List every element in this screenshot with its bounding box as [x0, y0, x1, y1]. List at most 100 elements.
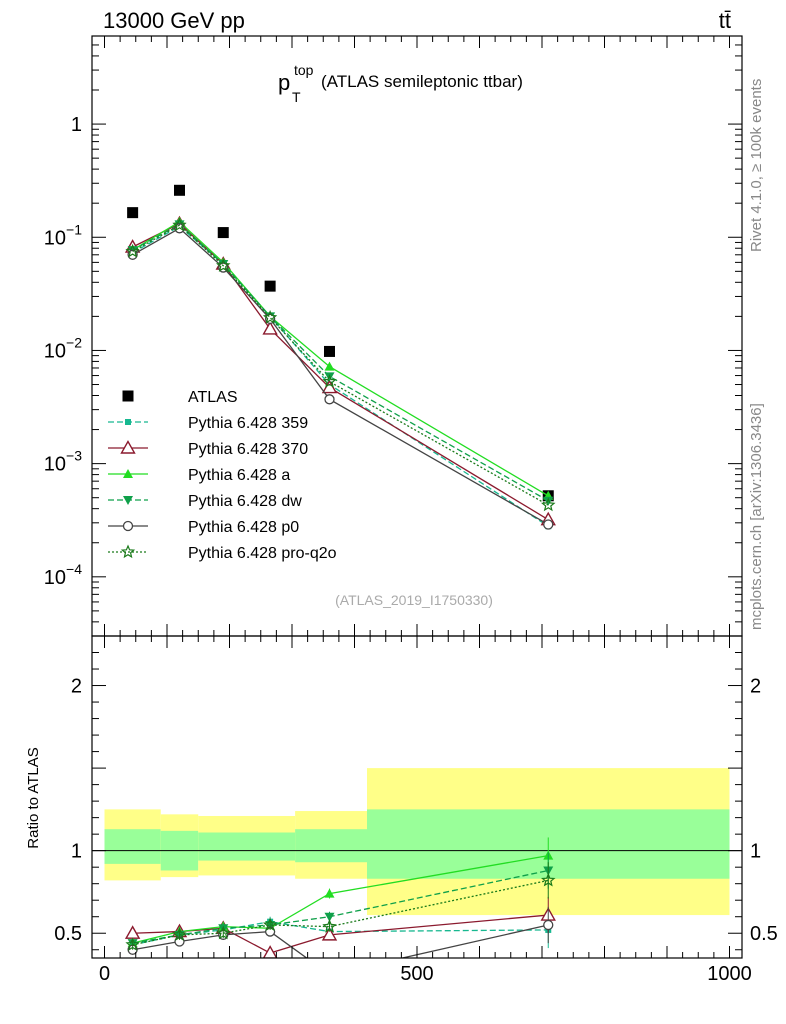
legend-label: Pythia 6.428 dw: [188, 493, 302, 510]
legend-entry-3: Pythia 6.428 a: [108, 467, 290, 484]
main-series-line: [132, 222, 549, 521]
legend-entry-1: Pythia 6.428 359: [108, 415, 308, 432]
main-y-tick-label: 10−1: [44, 221, 82, 249]
ratio-series-line: [132, 921, 549, 946]
ratio-x-tick-label: 500: [400, 963, 433, 985]
legend-label: Pythia 6.428 370: [188, 441, 308, 458]
ratio-series-line: [132, 869, 549, 944]
main-data-point: [217, 227, 229, 239]
main-data-point: [324, 394, 335, 405]
legend-label: Pythia 6.428 a: [188, 467, 290, 484]
legend-marker: [120, 544, 136, 559]
tick-exponent: −1: [66, 221, 82, 237]
legend-label: Pythia 6.428 pro-q2o: [188, 545, 337, 562]
ratio-data-point: [321, 926, 338, 941]
ratio-x-tick-label: 1000: [707, 963, 752, 985]
legend-marker: [123, 469, 133, 478]
legend: ATLAS Pythia 6.428 359 Pythia 6.428 370 Pyt…: [108, 389, 337, 562]
main-axes: 110−110−210−310−4: [44, 35, 742, 637]
main-data-point: [543, 519, 554, 530]
main-y-tick-label: 10−4: [44, 561, 82, 589]
ratio-data-point: [322, 919, 337, 933]
main-y-tick-label: 1: [71, 114, 82, 136]
ratio-data-point: [325, 970, 334, 979]
stat-uncertainty-band-3: [295, 829, 367, 863]
stat-uncertainty-band-2: [198, 832, 296, 861]
tick-exponent: −2: [66, 334, 82, 350]
ratio-data-point: [172, 927, 187, 941]
legend-entry-4: Pythia 6.428 dw: [108, 493, 302, 510]
legend-marker: [122, 520, 134, 532]
ratio-y-tick-label-left: 1: [71, 841, 82, 863]
legend-entry-0: ATLAS: [122, 389, 238, 406]
ratio-y-axis-label: Ratio to ATLAS: [25, 747, 42, 848]
main-data-point: [322, 374, 337, 388]
ratio-series-5: [125, 862, 556, 951]
tick-base: 10: [44, 340, 66, 362]
legend-label: ATLAS: [188, 389, 238, 406]
ratio-x-tick-label: 0: [99, 963, 110, 985]
ratio-axes: 0.5 0.5 1 1 2 2 0 500 1000: [54, 636, 778, 985]
legend-marker: [120, 440, 136, 454]
tick-base: 10: [44, 454, 66, 476]
main-data-point: [262, 310, 278, 324]
main-y-tick-label: 10−3: [44, 448, 82, 476]
tick-base: 10: [44, 227, 66, 249]
ratio-data-point: [125, 937, 140, 951]
tick-exponent: −3: [66, 448, 82, 464]
tick-exponent: −4: [66, 561, 82, 577]
analysis-watermark: (ATLAS_2019_I1750330): [335, 592, 493, 608]
main-series-line: [132, 223, 549, 502]
main-data-point: [541, 497, 556, 512]
ratio-y-tick-label-left: 0.5: [54, 923, 82, 945]
legend-entry-6: Pythia 6.428 pro-q2o: [108, 544, 337, 562]
ratio-data-point: [543, 919, 554, 931]
ratio-series-line: [132, 854, 549, 944]
main-data-point: [324, 345, 335, 357]
ratio-data-point: [262, 945, 278, 958]
legend-marker: [123, 496, 133, 505]
tick-base: 10: [44, 567, 66, 589]
legend-label: Pythia 6.428 p0: [188, 519, 299, 536]
process-label: tt̄: [719, 8, 731, 33]
ratio-y-tick-label-right: 2: [750, 676, 761, 698]
main-data-point: [262, 320, 278, 335]
main-series-group: [124, 184, 556, 530]
main-data-point: [264, 280, 276, 292]
ratio-data-point: [540, 872, 556, 887]
ratio-y-tick-label-right: 0.5: [750, 923, 778, 945]
main-series-6: [125, 217, 556, 512]
ratio-series-line: [132, 914, 549, 954]
ratio-y-tick-label-right: 1: [750, 841, 761, 863]
ratio-y-tick-label-left: 2: [71, 676, 82, 698]
title-superscript: top: [294, 62, 314, 78]
legend-entry-5: Pythia 6.428 p0: [108, 519, 299, 536]
title-suffix: (ATLAS semileptonic ttbar): [321, 72, 523, 91]
ratio-data-point: [324, 888, 335, 898]
ratio-series-line: [132, 924, 549, 958]
main-data-point: [125, 243, 140, 258]
main-data-point: [174, 184, 185, 196]
main-data-point: [172, 217, 187, 232]
main-series-line: [132, 227, 549, 526]
main-series-4: [127, 220, 554, 506]
legend-marker: [122, 390, 134, 402]
ratio-data-point: [324, 912, 335, 922]
stat-uncertainty-band-0: [104, 829, 161, 864]
ratio-uncertainty-bands: [104, 768, 730, 916]
legend-label: Pythia 6.428 359: [188, 415, 308, 432]
ratio-series-group: [124, 837, 556, 979]
main-data-point: [324, 361, 335, 371]
main-data-point: [543, 496, 554, 506]
legend-entry-2: Pythia 6.428 370: [108, 440, 308, 458]
energy-label: 13000 GeV pp: [103, 8, 245, 33]
ratio-series-4: [127, 906, 554, 979]
mcplots-label: mcplots.cern.ch [arXiv:1306.3436]: [748, 403, 765, 630]
main-y-tick-label: 10−2: [44, 334, 82, 362]
ratio-data-point: [216, 925, 231, 940]
main-title: p top T (ATLAS semileptonic ttbar): [278, 62, 523, 105]
legend-marker: [125, 419, 131, 425]
title-subscript: T: [292, 89, 301, 105]
title-p: p: [278, 70, 290, 95]
ratio-data-point: [262, 917, 278, 932]
